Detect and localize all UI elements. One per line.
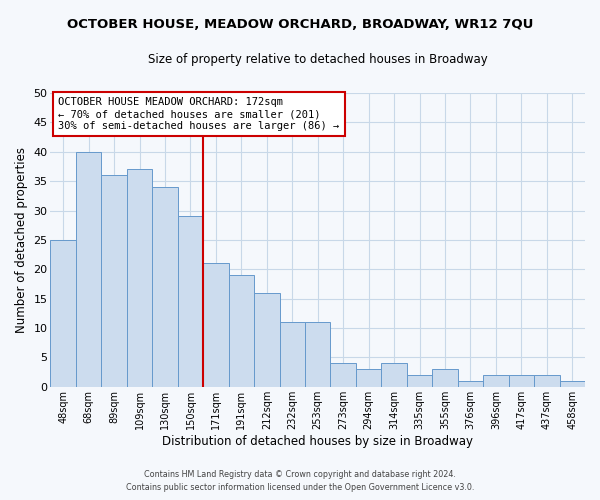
Text: OCTOBER HOUSE, MEADOW ORCHARD, BROADWAY, WR12 7QU: OCTOBER HOUSE, MEADOW ORCHARD, BROADWAY,… <box>67 18 533 30</box>
Bar <box>534 375 560 387</box>
X-axis label: Distribution of detached houses by size in Broadway: Distribution of detached houses by size … <box>162 434 473 448</box>
Bar <box>483 375 509 387</box>
Bar <box>229 275 254 387</box>
Bar <box>305 322 331 387</box>
Bar <box>280 322 305 387</box>
Bar <box>76 152 101 387</box>
Text: Contains HM Land Registry data © Crown copyright and database right 2024.
Contai: Contains HM Land Registry data © Crown c… <box>126 470 474 492</box>
Bar <box>101 176 127 387</box>
Bar <box>331 364 356 387</box>
Bar <box>560 381 585 387</box>
Bar <box>509 375 534 387</box>
Bar <box>356 369 382 387</box>
Title: Size of property relative to detached houses in Broadway: Size of property relative to detached ho… <box>148 52 488 66</box>
Bar <box>254 293 280 387</box>
Text: OCTOBER HOUSE MEADOW ORCHARD: 172sqm
← 70% of detached houses are smaller (201)
: OCTOBER HOUSE MEADOW ORCHARD: 172sqm ← 7… <box>58 98 340 130</box>
Bar <box>50 240 76 387</box>
Bar <box>203 264 229 387</box>
Bar <box>432 369 458 387</box>
Bar <box>458 381 483 387</box>
Bar <box>407 375 432 387</box>
Bar <box>152 187 178 387</box>
Bar <box>178 216 203 387</box>
Bar <box>382 364 407 387</box>
Y-axis label: Number of detached properties: Number of detached properties <box>15 147 28 333</box>
Bar <box>127 170 152 387</box>
